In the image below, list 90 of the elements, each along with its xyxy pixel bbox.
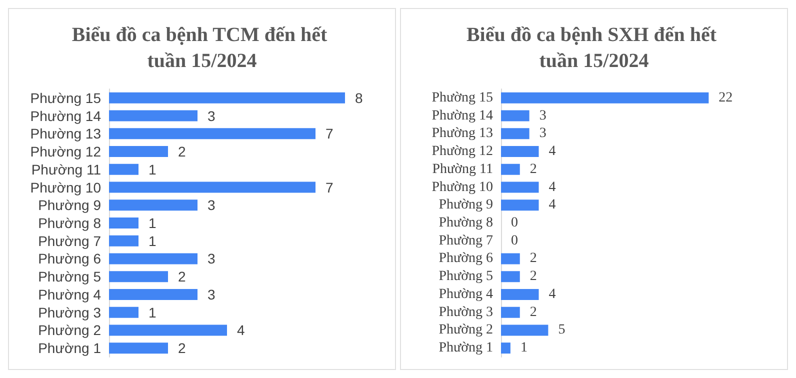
- data-label: 1: [148, 304, 156, 320]
- data-label: 4: [548, 180, 556, 195]
- y-tick-label: Phường 4: [438, 286, 493, 302]
- bar: [501, 110, 530, 122]
- bar: [501, 253, 520, 264]
- y-tick-label: Phường 12: [432, 144, 493, 160]
- chart-title: Biểu đồ ca bệnh SXH đến hết tuần 15/2024: [466, 24, 722, 72]
- data-label: 5: [558, 322, 566, 338]
- y-tick-label: Phường 1: [38, 340, 102, 356]
- y-tick-label: Phường 5: [438, 269, 493, 284]
- bar: [501, 200, 539, 211]
- data-label: 1: [148, 215, 156, 231]
- y-tick-label: Phường 15: [30, 90, 102, 106]
- data-label: 2: [178, 144, 186, 160]
- data-label: 8: [355, 90, 363, 106]
- y-tick-label: Phường 14: [30, 108, 102, 124]
- bar: [109, 110, 198, 122]
- y-tick-label: Phường 13: [432, 126, 493, 142]
- data-label: 2: [530, 269, 537, 284]
- y-tick-label: Phường 9: [38, 197, 102, 214]
- bar: [109, 324, 227, 336]
- data-label: 2: [178, 268, 186, 285]
- y-tick-label: Phường 7: [38, 232, 102, 249]
- bar: [501, 288, 539, 300]
- bar: [109, 92, 345, 104]
- bar: [501, 342, 510, 354]
- bar: [109, 288, 198, 300]
- bar: [501, 128, 530, 140]
- y-tick-label: Phường 6: [438, 251, 493, 266]
- y-tick-label: Phường 9: [438, 198, 493, 213]
- bar: [501, 271, 520, 282]
- data-label: 3: [208, 108, 216, 124]
- y-tick-label: Phường 3: [438, 304, 493, 320]
- y-tick-label: Phường 12: [30, 144, 102, 160]
- bar: [501, 306, 520, 318]
- y-tick-label: Phường 1: [438, 340, 493, 356]
- bar: [109, 342, 168, 354]
- data-label: 2: [178, 340, 186, 356]
- data-label: 2: [530, 251, 537, 266]
- data-label: 2: [530, 162, 537, 177]
- y-tick-label: Phường 6: [38, 250, 102, 267]
- data-label: 1: [148, 232, 156, 249]
- data-label: 7: [326, 179, 334, 196]
- bar: [501, 92, 709, 104]
- y-tick-label: Phường 4: [38, 286, 102, 302]
- bar: [501, 324, 548, 336]
- bar: [109, 218, 138, 228]
- y-tick-label: Phường 15: [432, 90, 493, 106]
- data-label: 4: [237, 322, 245, 338]
- y-tick-label: Phường 2: [438, 322, 493, 338]
- bar: [109, 235, 138, 246]
- data-label: 3: [539, 108, 546, 124]
- data-label: 22: [718, 90, 733, 106]
- data-label: 3: [539, 126, 546, 142]
- bar: [109, 182, 316, 193]
- bar: [109, 200, 198, 211]
- data-label: 1: [520, 340, 528, 356]
- y-tick-label: Phường 10: [30, 179, 102, 196]
- data-label: 4: [548, 144, 556, 160]
- y-tick-label: Phường 8: [38, 215, 102, 231]
- bar: [109, 253, 198, 264]
- y-tick-label: Phường 7: [438, 233, 493, 248]
- data-label: 3: [208, 197, 216, 214]
- data-label: 3: [208, 286, 216, 302]
- y-tick-label: Phường 8: [438, 216, 493, 230]
- data-label: 2: [530, 304, 537, 320]
- y-tick-label: Phường 11: [31, 161, 102, 178]
- data-label: 1: [148, 161, 156, 178]
- data-label: 0: [511, 233, 518, 248]
- bar: [109, 271, 168, 282]
- y-tick-label: Phường 2: [38, 322, 102, 338]
- data-label: 4: [548, 198, 556, 213]
- y-tick-label: Phường 11: [432, 162, 493, 177]
- bar: [109, 128, 316, 140]
- y-tick-label: Phường 10: [432, 180, 493, 195]
- data-label: 3: [208, 250, 216, 267]
- y-tick-label: Phường 13: [30, 126, 102, 142]
- y-tick-label: Phường 5: [38, 268, 102, 285]
- y-tick-label: Phường 3: [38, 304, 102, 320]
- y-tick-label: Phường 14: [432, 108, 493, 124]
- bar: [109, 164, 138, 175]
- bar: [501, 182, 539, 193]
- data-label: 7: [326, 126, 334, 142]
- chart-title: Biểu đồ ca bệnh TCM đến hết tuần 15/2024: [72, 24, 332, 72]
- bar: [501, 164, 520, 175]
- bar: [109, 146, 168, 158]
- bar: [501, 146, 539, 158]
- data-label: 0: [511, 216, 518, 230]
- data-label: 4: [548, 286, 556, 302]
- bar: [109, 306, 138, 318]
